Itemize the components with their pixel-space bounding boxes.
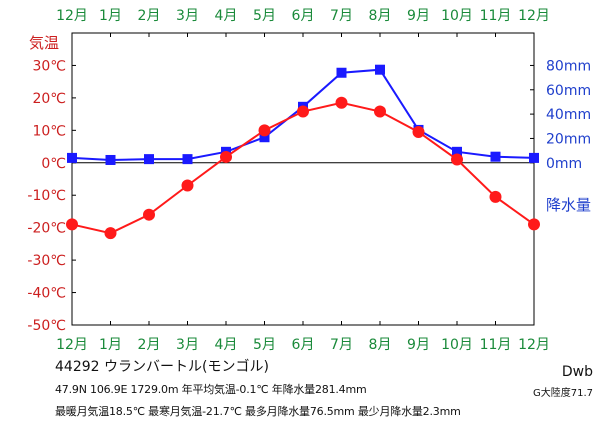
temperature-point [220, 150, 232, 163]
month-label-top: 12月 [56, 8, 88, 24]
station-name: 44292 ウランバートル(モンゴル) [55, 359, 269, 375]
month-label-top: 1月 [99, 8, 122, 24]
temp-tick-label: 30℃ [32, 58, 66, 74]
month-label-top: 2月 [138, 8, 161, 24]
temperature-point [66, 218, 78, 231]
precip-tick-label: 80mm [546, 58, 591, 74]
temp-tick-label: 10℃ [32, 123, 66, 139]
temperature-point [335, 96, 348, 109]
month-label-top: 8月 [369, 8, 392, 24]
month-label-bottom: 9月 [407, 337, 430, 353]
temp-tick-label: -40℃ [27, 286, 66, 302]
month-label-top: 5月 [253, 8, 276, 24]
month-label-bottom: 6月 [292, 337, 315, 353]
precipitation-point [490, 151, 501, 162]
temp-tick-label: -20℃ [27, 221, 66, 237]
month-label-bottom: 8月 [369, 337, 392, 353]
month-label-top: 4月 [215, 8, 238, 24]
temperature-point [104, 227, 117, 240]
month-label-top: 11月 [480, 8, 512, 24]
precipitation-point [144, 154, 154, 165]
precip-tick-label: 20mm [546, 131, 591, 147]
temp-tick-label: -10℃ [27, 188, 66, 204]
temperature-line [71, 101, 535, 235]
month-label-bottom: 3月 [176, 337, 199, 353]
precipitation-point [67, 152, 77, 163]
temp-tick-label: -50℃ [27, 318, 66, 334]
month-label-top: 6月 [292, 8, 315, 24]
month-label-bottom: 12月 [56, 337, 88, 353]
summary-line-2: 最暖月気温18.5℃ 最寒月気温-21.7℃ 最多月降水量76.5mm 最少月降… [55, 405, 461, 418]
month-label-bottom: 5月 [253, 337, 276, 353]
plot-frame [71, 32, 535, 326]
temp-tick-label: 20℃ [32, 91, 66, 107]
precip-axis-title: 降水量 [546, 196, 591, 214]
continentality-index: G大陸度71.7 [532, 388, 593, 399]
temperature-point [258, 124, 271, 137]
temperature-series [66, 96, 540, 240]
month-label-top: 12月 [518, 8, 550, 24]
precip-tick-label: 40mm [546, 107, 591, 123]
precip-tick-label: 60mm [546, 83, 591, 99]
precipitation-point [375, 64, 385, 75]
month-label-top: 10月 [441, 8, 473, 24]
precipitation-point [452, 146, 462, 157]
month-label-bottom: 11月 [480, 337, 512, 353]
precipitation-point [259, 132, 270, 143]
temperature-point [181, 179, 194, 192]
month-label-top: 3月 [176, 8, 199, 24]
climate-classification: Dwb [561, 364, 593, 380]
month-label-bottom: 12月 [518, 337, 550, 353]
month-label-bottom: 7月 [330, 337, 353, 353]
temp-axis-title: 気温 [29, 34, 59, 52]
month-label-bottom: 4月 [215, 337, 238, 353]
month-label-top: 7月 [330, 8, 353, 24]
temp-tick-label: 0℃ [41, 156, 66, 172]
precipitation-point [529, 152, 539, 163]
precipitation-point [336, 67, 347, 78]
temperature-point [297, 105, 309, 118]
summary-line-1: 47.9N 106.9E 1729.0m 年平均気温-0.1℃ 年降水量281.… [55, 383, 367, 396]
temp-tick-label: -30℃ [27, 253, 66, 269]
month-label-top: 9月 [407, 8, 430, 24]
temperature-point [451, 153, 463, 166]
temperature-point [143, 208, 155, 221]
temperature-point [489, 190, 502, 203]
month-label-bottom: 2月 [138, 337, 161, 353]
labels-layer: 12月 12月 1月 1月 2月 2月 3月 3月 4月 4月 5月 5月 6月 6月 7月 7月 8月 8月 9月… [27, 8, 591, 353]
temperature-point [528, 218, 540, 231]
temperature-point [412, 125, 425, 138]
precip-tick-label: 0mm [546, 156, 582, 172]
precipitation-point [182, 154, 193, 165]
month-label-bottom: 10月 [441, 337, 473, 353]
axes-layer [71, 32, 535, 326]
temperature-point [374, 105, 386, 118]
grid-layer [71, 33, 535, 326]
month-label-bottom: 1月 [99, 337, 122, 353]
precipitation-point [105, 154, 116, 165]
